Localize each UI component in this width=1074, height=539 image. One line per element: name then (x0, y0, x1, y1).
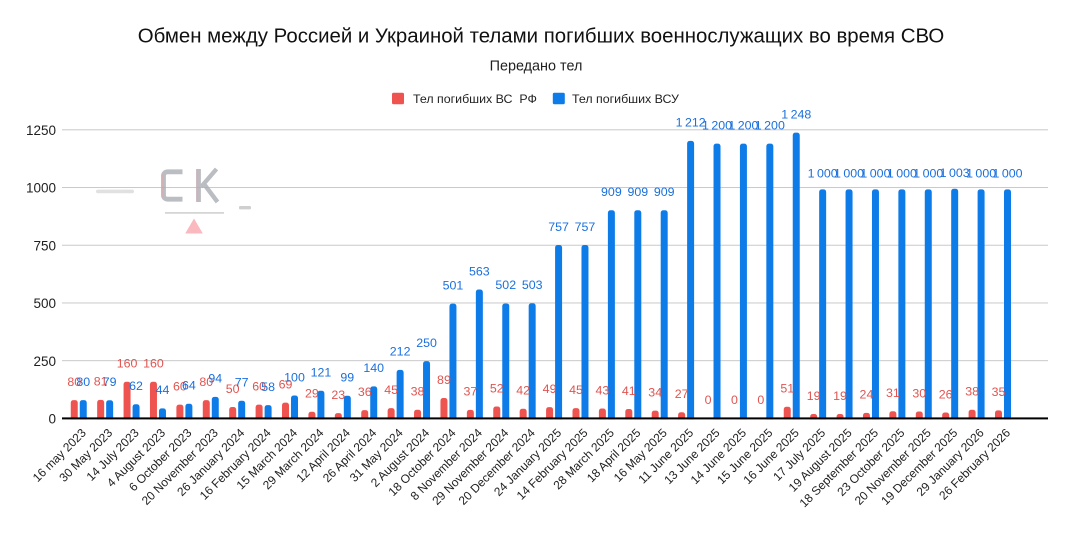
svg-text:250: 250 (33, 354, 56, 369)
svg-text:49: 49 (543, 382, 557, 396)
svg-text:79: 79 (103, 375, 117, 389)
svg-text:1 200: 1 200 (755, 118, 785, 132)
svg-text:100: 100 (284, 370, 305, 384)
svg-text:503: 503 (522, 278, 543, 292)
svg-text:250: 250 (416, 336, 437, 350)
svg-text:160: 160 (143, 357, 164, 371)
svg-text:81: 81 (94, 375, 108, 389)
svg-text:60: 60 (173, 379, 187, 393)
svg-text:89: 89 (437, 373, 451, 387)
svg-text:52: 52 (490, 381, 504, 395)
svg-text:1 000: 1 000 (913, 167, 943, 181)
svg-text:64: 64 (182, 379, 196, 393)
svg-text:31: 31 (886, 386, 900, 400)
svg-text:50: 50 (226, 382, 240, 396)
svg-text:212: 212 (390, 345, 411, 359)
svg-text:38: 38 (411, 385, 425, 399)
svg-text:1 000: 1 000 (808, 167, 838, 181)
svg-text:45: 45 (569, 383, 583, 397)
svg-text:1 200: 1 200 (728, 118, 758, 132)
svg-text:1250: 1250 (26, 123, 56, 138)
svg-text:909: 909 (601, 185, 622, 199)
svg-text:Обмен между Россией и Украиной: Обмен между Россией и Украиной телами по… (138, 25, 944, 47)
svg-text:502: 502 (495, 278, 516, 292)
svg-text:757: 757 (575, 220, 596, 234)
svg-text:80: 80 (76, 375, 90, 389)
svg-text:563: 563 (469, 264, 490, 278)
svg-text:19: 19 (833, 389, 847, 403)
svg-text:Передано тел: Передано тел (490, 59, 583, 75)
svg-text:1 200: 1 200 (702, 118, 732, 132)
svg-text:121: 121 (311, 365, 332, 379)
svg-text:99: 99 (340, 371, 354, 385)
svg-text:80: 80 (199, 375, 213, 389)
svg-text:1 248: 1 248 (781, 107, 811, 121)
svg-text:27: 27 (675, 387, 689, 401)
svg-text:45: 45 (384, 383, 398, 397)
svg-text:35: 35 (992, 385, 1006, 399)
svg-text:44: 44 (156, 383, 170, 397)
svg-text:24: 24 (860, 388, 874, 402)
svg-text:0: 0 (731, 393, 738, 407)
svg-text:80: 80 (67, 375, 81, 389)
svg-text:160: 160 (117, 357, 138, 371)
svg-text:94: 94 (208, 372, 222, 386)
svg-text:38: 38 (965, 385, 979, 399)
svg-text:1 000: 1 000 (834, 167, 864, 181)
svg-text:69: 69 (279, 377, 293, 391)
svg-text:1 000: 1 000 (887, 167, 917, 181)
svg-text:0: 0 (757, 393, 764, 407)
svg-text:1 000: 1 000 (966, 167, 996, 181)
svg-text:501: 501 (443, 278, 464, 292)
svg-text:60: 60 (252, 379, 266, 393)
svg-text:0: 0 (705, 393, 712, 407)
svg-text:1 000: 1 000 (992, 167, 1022, 181)
svg-text:43: 43 (595, 383, 609, 397)
svg-text:500: 500 (33, 296, 56, 311)
svg-text:19: 19 (807, 389, 821, 403)
svg-text:77: 77 (235, 376, 249, 390)
svg-text:34: 34 (648, 385, 662, 399)
svg-text:62: 62 (129, 379, 143, 393)
svg-text:26: 26 (939, 387, 953, 401)
svg-text:29: 29 (305, 387, 319, 401)
svg-text:1 003: 1 003 (940, 166, 970, 180)
svg-text:23: 23 (331, 388, 345, 402)
svg-text:42: 42 (516, 384, 530, 398)
svg-text:909: 909 (627, 185, 648, 199)
svg-text:36: 36 (358, 385, 372, 399)
svg-text:0: 0 (48, 412, 56, 427)
svg-text:Тел погибших ВС РФ: Тел погибших ВС РФ (413, 92, 537, 106)
svg-text:909: 909 (654, 185, 675, 199)
svg-text:58: 58 (261, 380, 275, 394)
svg-text:1 000: 1 000 (860, 167, 890, 181)
svg-text:51: 51 (780, 382, 794, 396)
svg-text:750: 750 (33, 238, 56, 253)
svg-text:Тел погибших ВСУ: Тел погибших ВСУ (572, 92, 679, 106)
svg-text:41: 41 (622, 384, 636, 398)
svg-text:1 212: 1 212 (676, 116, 706, 130)
svg-text:37: 37 (463, 385, 477, 399)
svg-text:1000: 1000 (26, 181, 56, 196)
svg-text:140: 140 (363, 361, 384, 375)
svg-text:30: 30 (912, 386, 926, 400)
svg-text:757: 757 (548, 220, 569, 234)
